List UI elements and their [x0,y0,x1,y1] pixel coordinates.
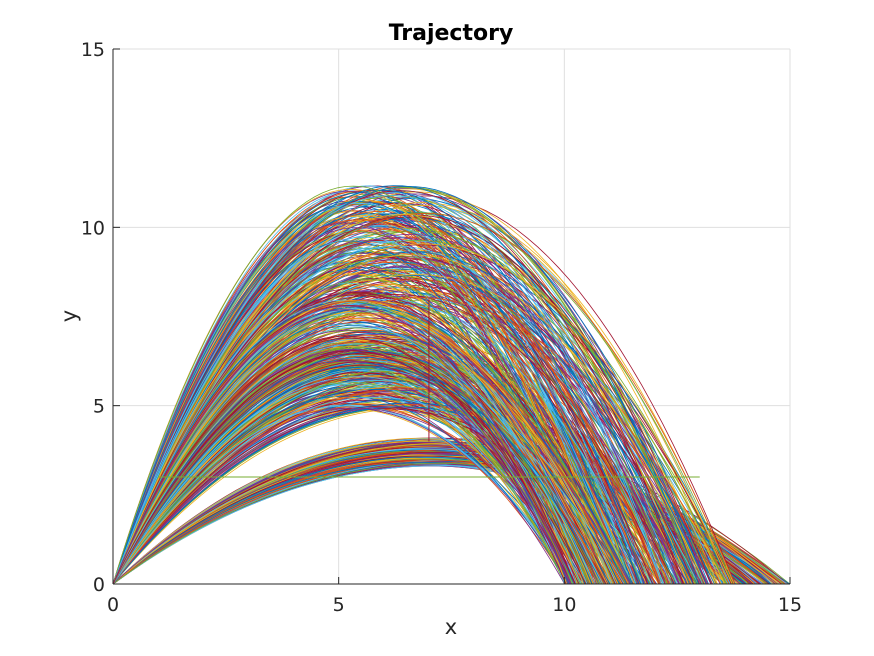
trajectory-line [113,299,592,584]
trajectory-line [113,185,674,584]
y-axis-label: y [57,310,81,322]
x-tick-label: 0 [107,594,119,616]
x-tick-label: 5 [333,594,345,616]
trajectory-line [113,245,678,584]
plot-area [113,185,790,584]
trajectory-line [113,202,735,584]
trajectory-line [113,323,582,584]
trajectory-line [113,332,633,584]
trajectory-line [113,192,664,584]
trajectory-line [113,363,611,584]
trajectory-line [113,189,645,584]
trajectory-line [113,337,576,584]
trajectory-line [113,185,699,584]
trajectory-line [113,359,573,584]
trajectory-line [113,228,704,584]
x-tick-label: 15 [778,594,802,616]
y-tick-label: 0 [93,574,105,596]
trajectory-line [113,360,571,584]
trajectory-line [113,213,689,584]
trajectory-line [113,300,603,584]
trajectory-line [113,369,625,584]
trajectory-line [113,406,676,584]
y-tick-label: 5 [93,396,105,418]
chart-title: Trajectory [389,21,514,46]
trajectory-line [113,311,627,584]
trajectory-line [113,320,570,584]
trajectory-line [113,387,698,584]
trajectory-line [113,465,764,584]
trajectory-line [113,190,685,584]
trajectory-line [113,347,574,584]
trajectory-series [113,185,790,584]
trajectory-line [113,201,593,584]
trajectory-line [113,353,587,584]
trajectory-line [113,361,599,584]
x-axis-label: x [445,615,457,639]
trajectory-line [113,212,736,584]
reference-lines [158,298,700,478]
trajectory-line [113,304,576,584]
trajectory-line [113,355,608,584]
trajectory-line [113,195,663,584]
trajectory-line [113,252,662,584]
trajectory-line [113,309,614,584]
trajectory-line [113,247,626,584]
trajectory-line [113,236,601,584]
trajectory-line [113,333,632,584]
trajectory-line [113,384,579,584]
trajectory-line [113,193,612,584]
trajectory-line [113,257,653,584]
y-tick-label: 15 [81,39,105,61]
x-tick-label: 10 [552,594,576,616]
trajectory-line [113,244,622,584]
trajectory-line [113,185,579,584]
ticks: 0 5 10 15 0 5 10 15 [81,39,802,616]
y-tick-label: 10 [81,217,105,239]
trajectory-line [113,305,572,584]
axes [112,49,790,585]
trajectory-line [113,350,580,584]
trajectory-line [113,317,608,584]
